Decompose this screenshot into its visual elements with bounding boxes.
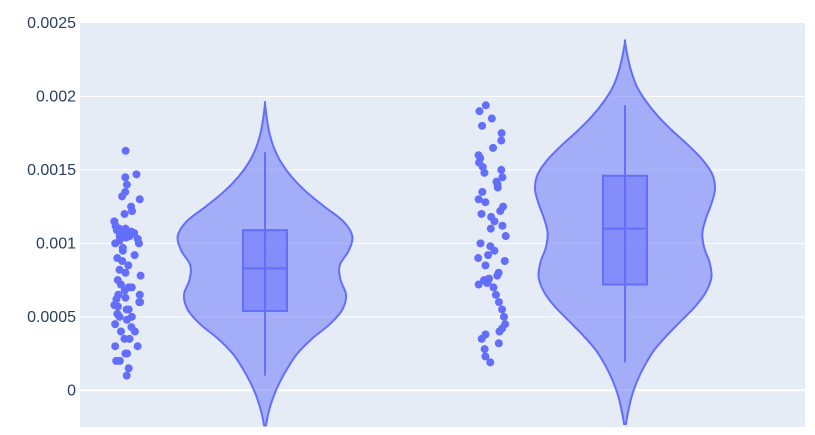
data-point — [136, 271, 145, 280]
data-point — [474, 280, 483, 289]
data-point — [118, 243, 127, 252]
data-point — [489, 143, 498, 152]
y-tick-label: 0.0015 — [27, 162, 76, 179]
data-point — [494, 339, 503, 348]
data-point — [499, 202, 508, 211]
data-point — [110, 217, 119, 226]
data-point — [486, 242, 495, 251]
data-point — [481, 101, 490, 110]
data-point — [135, 195, 144, 204]
data-point — [124, 261, 133, 270]
y-axis-ticks: 0 0.0005 0.001 0.0015 0.002 0.0025 — [27, 15, 76, 399]
data-point — [498, 221, 507, 230]
box-iqr — [242, 229, 288, 312]
data-point — [111, 320, 120, 329]
data-point — [115, 265, 124, 274]
data-point — [478, 121, 487, 130]
data-point — [501, 320, 510, 329]
data-point — [121, 187, 130, 196]
data-point — [476, 239, 485, 248]
data-point — [494, 268, 503, 277]
data-point — [113, 309, 122, 318]
data-point — [485, 274, 494, 283]
data-point — [481, 261, 490, 270]
data-point — [484, 251, 493, 260]
data-point — [124, 364, 133, 373]
y-tick-label: 0 — [67, 382, 76, 399]
data-point — [487, 114, 496, 123]
data-point — [133, 234, 142, 243]
y-tick-label: 0.001 — [36, 235, 76, 252]
data-point — [474, 195, 483, 204]
data-point — [487, 212, 496, 221]
data-point — [500, 256, 509, 265]
data-point — [121, 146, 130, 155]
data-point — [481, 330, 490, 339]
data-point — [120, 334, 129, 343]
data-point — [474, 254, 483, 263]
data-point — [497, 165, 506, 174]
data-point — [133, 342, 142, 351]
data-point — [475, 107, 484, 116]
data-point — [474, 151, 483, 160]
data-point — [121, 268, 130, 277]
data-point — [122, 371, 131, 380]
data-point — [497, 136, 506, 145]
data-point — [136, 298, 145, 307]
data-point — [491, 290, 500, 299]
data-point — [113, 276, 122, 285]
series-layer — [110, 39, 717, 427]
data-point — [127, 283, 136, 292]
data-point — [501, 232, 510, 241]
data-point — [123, 349, 132, 358]
y-tick-label: 0.002 — [36, 88, 76, 105]
data-point — [115, 356, 124, 365]
violin-series-2 — [474, 39, 717, 426]
data-point — [127, 312, 136, 321]
data-point — [121, 224, 130, 233]
data-point — [130, 251, 139, 260]
data-point — [494, 298, 503, 307]
data-point — [481, 198, 490, 207]
data-point — [499, 312, 508, 321]
data-point — [132, 170, 141, 179]
data-point — [497, 129, 506, 138]
y-tick-label: 0.0025 — [27, 15, 76, 32]
y-tick-label: 0.0005 — [27, 309, 76, 326]
data-point — [127, 202, 136, 211]
data-point — [127, 323, 136, 332]
data-point — [498, 305, 507, 314]
data-point — [489, 283, 498, 292]
data-point — [477, 209, 486, 218]
data-point — [478, 187, 487, 196]
data-point — [135, 290, 144, 299]
data-point — [122, 305, 131, 314]
data-point — [122, 180, 131, 189]
data-point — [116, 327, 125, 336]
violin-series-1 — [110, 100, 354, 427]
data-point — [480, 345, 489, 354]
data-point — [111, 342, 120, 351]
data-point — [121, 173, 130, 182]
data-point — [498, 173, 507, 182]
data-point — [121, 293, 130, 302]
data-point — [113, 254, 122, 263]
data-point — [114, 290, 123, 299]
data-point — [120, 209, 129, 218]
data-point — [486, 224, 495, 233]
data-point — [481, 352, 490, 361]
data-point — [486, 358, 495, 367]
data-point — [492, 177, 501, 186]
box-iqr — [602, 174, 648, 286]
